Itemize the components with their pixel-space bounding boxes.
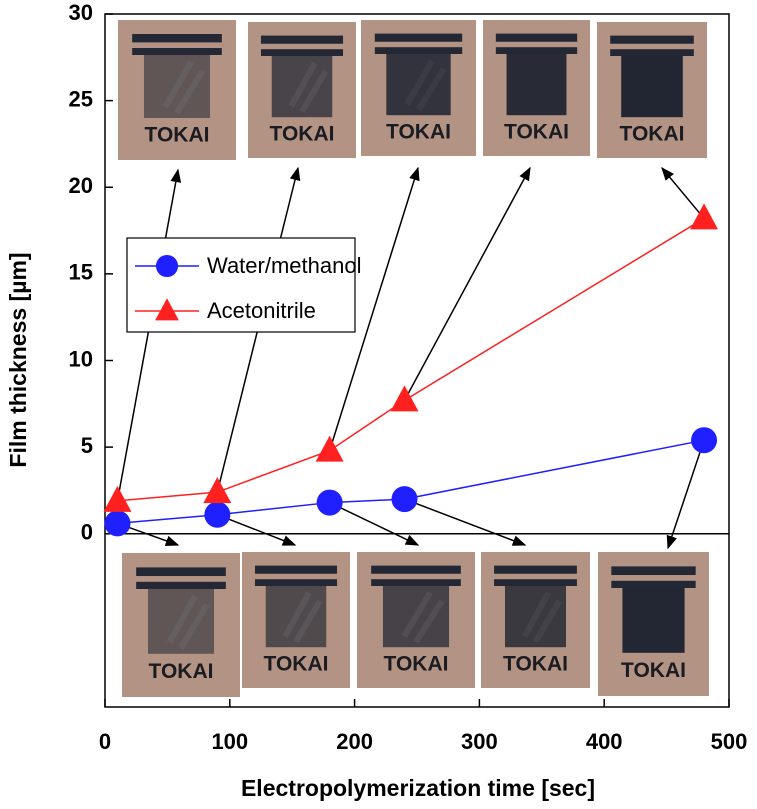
x-axis-label: Electropolymerization time [sec] xyxy=(241,775,595,801)
arrow xyxy=(661,166,705,219)
logo-stripes xyxy=(521,591,563,644)
legend-label: Acetonitrile xyxy=(207,298,316,323)
logo-bar xyxy=(374,47,463,54)
legend-marker xyxy=(155,298,179,321)
photo-label: TOKAI xyxy=(149,660,214,683)
logo-bar xyxy=(611,566,696,576)
x-tick-label: 200 xyxy=(336,729,373,754)
marker xyxy=(316,489,343,516)
marker xyxy=(691,427,718,454)
legend-label: Water/methanol xyxy=(207,253,361,278)
arrow xyxy=(329,501,420,546)
arrow xyxy=(217,513,297,546)
photo: TOKAI xyxy=(361,20,476,156)
logo-bar xyxy=(371,565,461,574)
photo-label: TOKAI xyxy=(264,652,329,675)
arrow xyxy=(403,166,531,401)
photo-label: TOKAI xyxy=(503,652,568,675)
photo: TOKAI xyxy=(248,22,356,158)
y-tick-label: 20 xyxy=(69,173,93,198)
logo-bar xyxy=(374,33,463,42)
logo-body xyxy=(621,56,683,118)
logo-body xyxy=(622,588,685,653)
x-tick-label: 100 xyxy=(211,729,248,754)
logo-body xyxy=(504,586,567,648)
photo: TOKAI xyxy=(357,552,475,688)
x-tick-label: 0 xyxy=(99,729,111,754)
logo-bar xyxy=(610,35,694,44)
photo: TOKAI xyxy=(122,553,240,697)
logo-bar xyxy=(254,579,338,586)
logo-bar xyxy=(260,35,344,44)
photo-label: TOKAI xyxy=(386,120,451,143)
logo-body xyxy=(265,586,327,648)
y-tick-label: 15 xyxy=(69,260,93,285)
logo-bar xyxy=(254,565,338,574)
logo-bar xyxy=(495,33,578,42)
marker xyxy=(315,435,344,462)
photo-label: TOKAI xyxy=(504,120,569,143)
logo-stripes xyxy=(166,594,210,650)
logo-bar xyxy=(610,49,694,56)
logo-stripes xyxy=(401,591,445,644)
marker xyxy=(204,501,231,528)
y-axis-label: Film thickness [µm] xyxy=(5,252,31,467)
y-tick-label: 10 xyxy=(69,346,93,371)
marker xyxy=(104,510,131,537)
arrow xyxy=(666,439,705,550)
marker xyxy=(103,485,132,512)
marker xyxy=(391,486,418,513)
logo-stripes xyxy=(282,591,323,644)
logo-body xyxy=(271,56,333,118)
logo-stripes xyxy=(288,61,329,114)
photo-label: TOKAI xyxy=(270,122,335,145)
photos: TOKAI TOKAI TOKAI TOKAI TOKAI TOKAI TOKAI TOKAI… xyxy=(118,20,709,697)
photo: TOKAI xyxy=(242,552,350,688)
logo-body xyxy=(506,54,567,116)
x-tick-label: 500 xyxy=(711,729,748,754)
x-tick-label: 400 xyxy=(586,729,623,754)
logo-bar xyxy=(260,49,344,56)
photo: TOKAI xyxy=(118,20,236,160)
arrow xyxy=(328,166,420,451)
logo-bar xyxy=(132,48,222,55)
logo-stripes xyxy=(404,59,447,112)
logo-bar xyxy=(494,579,577,586)
logo-body xyxy=(143,55,211,118)
marker xyxy=(690,203,719,230)
marker xyxy=(390,385,419,412)
photo: TOKAI xyxy=(597,22,707,158)
photo-label: TOKAI xyxy=(620,122,685,145)
photo: TOKAI xyxy=(481,552,590,688)
logo-bar xyxy=(136,581,226,589)
logo-body xyxy=(147,589,215,654)
logo-stripes xyxy=(162,60,206,114)
logo-body xyxy=(386,54,451,116)
logo-bar xyxy=(494,565,577,574)
photo: TOKAI xyxy=(483,20,590,156)
y-tick-label: 30 xyxy=(69,0,93,25)
logo-bar xyxy=(132,34,222,43)
photo: TOKAI xyxy=(598,552,709,696)
logo-body xyxy=(382,586,450,648)
logo-bar xyxy=(495,47,578,54)
y-tick-label: 5 xyxy=(81,433,93,458)
arrow xyxy=(404,498,527,546)
y-tick-label: 25 xyxy=(69,86,93,111)
logo-bar xyxy=(136,567,226,577)
y-tick-label: 0 xyxy=(81,520,93,545)
legend-marker xyxy=(155,254,179,278)
logo-bar xyxy=(371,579,461,586)
photo-label: TOKAI xyxy=(384,652,449,675)
arrow xyxy=(116,168,182,501)
photo-label: TOKAI xyxy=(621,659,686,682)
x-tick-label: 300 xyxy=(461,729,498,754)
photo-label: TOKAI xyxy=(145,124,210,147)
marker xyxy=(203,477,232,504)
logo-bar xyxy=(611,580,696,588)
